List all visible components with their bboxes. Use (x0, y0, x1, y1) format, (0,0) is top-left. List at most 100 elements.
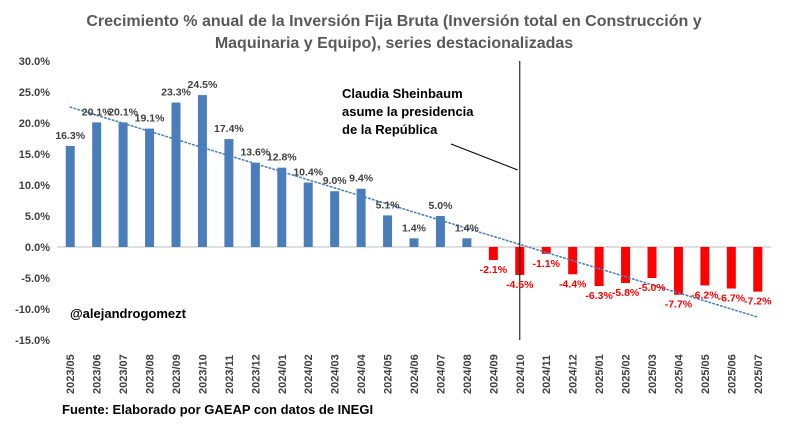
data-label: -6.7% (718, 293, 746, 305)
x-tick-label: 2025/05 (700, 354, 712, 394)
data-labels: 16.3%20.1%20.1%19.1%23.3%24.5%17.4%13.6%… (55, 79, 772, 311)
data-label: -7.7% (665, 299, 693, 311)
annotation-pointer (450, 143, 518, 171)
bar-2024-11 (541, 247, 551, 254)
chart-title-line: Crecimiento % anual de la Inversión Fija… (86, 13, 701, 30)
y-tick-label: 0.0% (25, 242, 50, 254)
bar-2025-06 (726, 247, 736, 289)
y-tick-label: 20.0% (19, 118, 50, 130)
data-label: 19.1% (135, 113, 165, 125)
bar-2025-05 (700, 247, 710, 286)
annotation-line: Claudia Sheinbaum (342, 86, 463, 101)
data-label: -4.4% (559, 278, 587, 290)
bar-2024-04 (356, 188, 366, 247)
y-axis: 30.0% 25.0% 20.0% 15.0% 10.0% 5.0% 0.0% -5.0% -1… (15, 56, 50, 347)
x-tick-label: 2023/10 (197, 354, 209, 394)
data-label: 17.4% (214, 123, 244, 135)
annotation-line: asume la presidencia (342, 104, 474, 119)
bar-2023-06 (92, 122, 102, 247)
x-tick-label: 2023/12 (250, 354, 262, 394)
source-note: Fuente: Elaborado por GAEAP con datos de… (62, 402, 373, 417)
data-label: -4.5% (506, 279, 534, 291)
bar-2024-09 (488, 247, 498, 261)
y-tick-label: 15.0% (19, 149, 50, 161)
data-label: 10.4% (293, 167, 323, 179)
x-tick-label: 2024/06 (409, 354, 421, 394)
bar-2023-11 (224, 139, 234, 247)
data-label: 12.8% (267, 152, 297, 164)
data-label: -5.0% (638, 282, 666, 294)
x-tick-label: 2024/10 (515, 354, 527, 394)
author-handle: @alejandrogomezt (70, 306, 187, 321)
data-label: 20.1% (108, 106, 138, 118)
x-tick-label: 2024/01 (277, 354, 289, 394)
data-label: 5.0% (428, 200, 453, 212)
x-tick-label: 2023/05 (65, 354, 77, 394)
bar-2024-02 (303, 182, 313, 247)
x-axis: 2023/05 2023/06 2023/07 2023/08 2023/09 2023/… (65, 353, 765, 394)
data-label: 9.4% (349, 173, 374, 185)
y-tick-label: -10.0% (15, 304, 50, 316)
x-tick-label: 2023/07 (118, 354, 130, 394)
x-tick-label: 2024/02 (303, 354, 315, 394)
annotation: Claudia Sheinbaum asume la presidencia de … (342, 86, 518, 171)
bar-2024-07 (435, 216, 445, 247)
bar-2025-03 (647, 247, 657, 278)
y-tick-label: -15.0% (15, 335, 50, 347)
x-tick-label: 2024/09 (488, 354, 500, 394)
trendline-group (69, 106, 759, 318)
x-tick-label: 2024/07 (435, 354, 447, 394)
bar-2024-01 (277, 167, 287, 247)
bar-2023-12 (250, 162, 260, 247)
bar-2023-07 (118, 122, 128, 247)
data-label: 20.1% (82, 106, 112, 118)
annotation-line: de la República (342, 122, 438, 137)
x-tick-label: 2025/04 (673, 353, 685, 394)
x-tick-label: 2024/11 (541, 355, 553, 394)
data-label: -5.8% (612, 287, 640, 299)
data-label: -1.1% (533, 258, 561, 270)
data-label: -6.3% (585, 290, 613, 302)
data-label: 1.4% (402, 222, 427, 234)
x-tick-label: 2024/03 (330, 354, 342, 394)
x-tick-label: 2023/11 (224, 355, 236, 394)
bar-2023-09 (171, 102, 181, 247)
data-label: 24.5% (188, 79, 218, 91)
bar-2025-04 (673, 247, 683, 295)
trendline (69, 106, 759, 318)
x-tick-label: 2024/08 (462, 354, 474, 394)
y-tick-label: 10.0% (19, 180, 50, 192)
y-tick-label: 25.0% (19, 87, 50, 99)
y-tick-label: -5.0% (21, 273, 50, 285)
bar-2024-05 (383, 215, 393, 247)
bar-2024-08 (462, 238, 472, 247)
y-tick-label: 5.0% (25, 211, 50, 223)
x-tick-label: 2023/08 (145, 354, 157, 394)
x-tick-label: 2024/04 (356, 353, 368, 394)
bar-2024-06 (409, 238, 419, 247)
bar-2023-05 (65, 145, 75, 247)
chart-title-line: Maquinaria y Equipo), series destacional… (215, 35, 573, 52)
x-tick-label: 2023/06 (92, 354, 104, 394)
y-tick-label: 30.0% (19, 56, 50, 68)
data-label: 13.6% (240, 147, 270, 159)
x-tick-label: 2025/02 (621, 354, 633, 394)
x-tick-label: 2025/01 (594, 354, 606, 394)
chart-title: Crecimiento % anual de la Inversión Fija… (86, 13, 701, 52)
data-label: 23.3% (161, 87, 191, 99)
x-tick-label: 2024/12 (568, 354, 580, 394)
data-label: -6.2% (691, 289, 719, 301)
x-tick-label: 2025/06 (726, 354, 738, 394)
x-tick-label: 2025/07 (753, 354, 765, 394)
data-label: 5.1% (376, 199, 401, 211)
bar-2023-10 (197, 95, 207, 247)
data-label: -2.1% (480, 264, 508, 276)
x-tick-label: 2023/09 (171, 354, 183, 394)
bars (65, 95, 763, 295)
x-tick-label: 2024/05 (383, 354, 395, 394)
data-label: 1.4% (455, 222, 480, 234)
x-tick-label: 2025/03 (647, 354, 659, 394)
data-label: 16.3% (55, 130, 85, 142)
data-label: 9.0% (323, 175, 348, 187)
